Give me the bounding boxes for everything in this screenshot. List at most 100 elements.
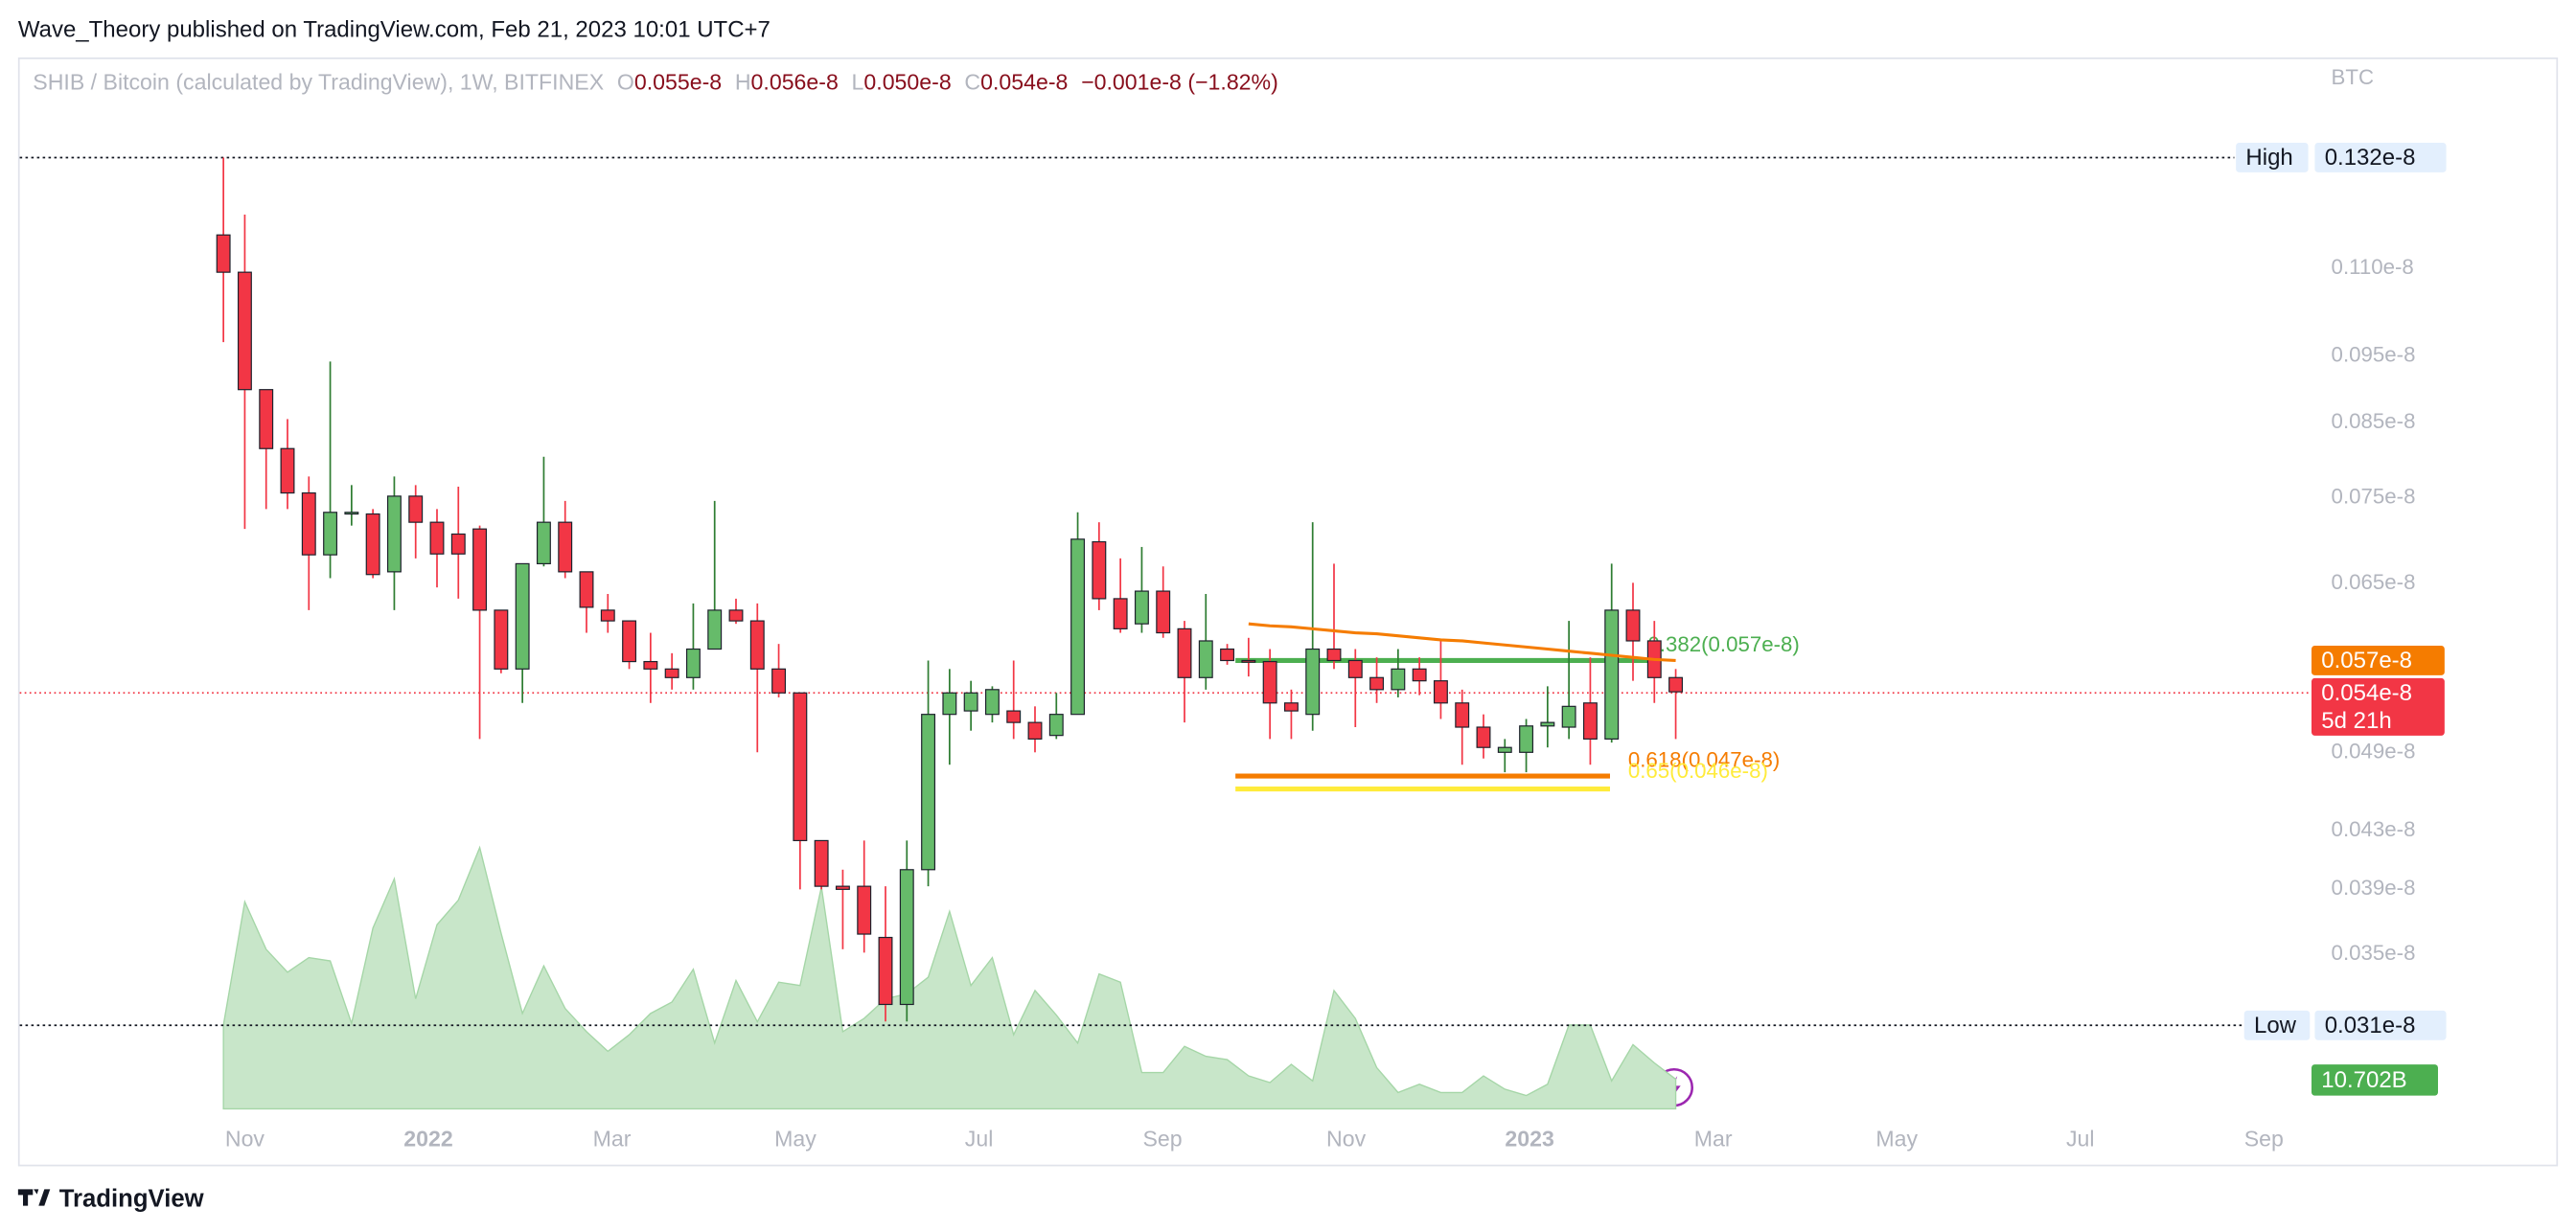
tv-logo [17, 1189, 51, 1206]
candle-body [1177, 627, 1192, 678]
chart-frame [17, 57, 2559, 1167]
high-name: High [2245, 145, 2292, 171]
candle-body [1476, 726, 1491, 748]
legend-value: 0.054e-8 [980, 70, 1068, 95]
volume-badge: 10.702B [2321, 1067, 2406, 1093]
x-tick-label: 2023 [1505, 1126, 1554, 1151]
candle-body [536, 521, 551, 565]
candle-body [1283, 702, 1299, 712]
y-tick-label: 0.043e-8 [2332, 817, 2416, 841]
legend: SHIB / Bitcoin (calculated by TradingVie… [33, 70, 1278, 95]
x-tick-label: Jul [2066, 1126, 2095, 1151]
candle-body [1198, 640, 1213, 678]
countdown: 5d 21h [2321, 708, 2391, 734]
candle-body [878, 936, 893, 1006]
candle-body [643, 660, 658, 670]
y-tick-label: 0.049e-8 [2332, 740, 2416, 764]
y-tick-label: 0.095e-8 [2332, 343, 2416, 367]
candle-body [323, 512, 338, 556]
candle-body [793, 692, 808, 842]
candle-body [386, 495, 402, 573]
candle-body [1326, 648, 1342, 662]
candle-body [1455, 702, 1470, 728]
candle-body [450, 533, 466, 555]
candle-body [749, 620, 765, 670]
candle-body [921, 714, 936, 871]
candle-body [216, 234, 231, 273]
candle-body [1070, 538, 1086, 716]
legend-value: 0.056e-8 [751, 70, 839, 95]
candle-body [1347, 659, 1363, 678]
candle-body [429, 521, 445, 555]
legend-key: L [852, 70, 864, 95]
candle-body [1391, 668, 1406, 691]
x-tick-label: May [1875, 1126, 1918, 1151]
y-tick-label: 0.035e-8 [2332, 941, 2416, 965]
last-price: 0.054e-8 [2321, 680, 2412, 706]
candle-body [835, 885, 850, 890]
volume-badge-bg [2312, 1064, 2438, 1096]
x-tick-label: Nov [225, 1126, 265, 1151]
legend-value: 0.055e-8 [634, 70, 722, 95]
y-tick-label: 0.085e-8 [2332, 409, 2416, 433]
x-tick-label: Mar [1694, 1126, 1733, 1151]
legend-value: 0.050e-8 [863, 70, 951, 95]
candle-body [1540, 721, 1555, 727]
candle-body [1048, 714, 1064, 737]
candle-body [472, 528, 488, 611]
candle-body [1497, 746, 1512, 753]
x-tick-label: 2022 [403, 1126, 452, 1151]
candle-body [857, 885, 872, 935]
low-value-bg [2314, 1010, 2447, 1040]
y-tick-label: 0.065e-8 [2332, 570, 2416, 594]
volume-area [222, 845, 1677, 1110]
fib-label: 0.382(0.057e-8) [1647, 632, 1799, 656]
candle-body [494, 609, 509, 670]
candle-body [771, 668, 787, 694]
y-tick-label: 0.039e-8 [2332, 876, 2416, 900]
candle-body [1625, 609, 1641, 642]
high-name-bg [2236, 143, 2309, 172]
x-tick-label: Nov [1326, 1126, 1367, 1151]
y-tick-label: 0.075e-8 [2332, 484, 2416, 508]
candle-body [1668, 676, 1684, 693]
candle-body [1305, 648, 1321, 716]
candle-body [1092, 540, 1107, 600]
candle-body [515, 562, 530, 670]
ma-value-bg [2312, 646, 2445, 675]
candle-body [558, 521, 573, 573]
candle-body [1027, 721, 1043, 740]
candle-body [1134, 590, 1149, 625]
brand: TradingView [59, 1186, 205, 1213]
candle-body [728, 609, 744, 622]
candle-body [1156, 590, 1171, 634]
candle-body [1582, 702, 1598, 740]
candle-body [1113, 598, 1128, 629]
x-tick-label: May [774, 1126, 816, 1151]
candle-body [600, 609, 615, 622]
candle-body [344, 512, 359, 515]
candle-body [579, 571, 594, 608]
low-value: 0.031e-8 [2325, 1013, 2416, 1038]
candle-body [622, 620, 637, 663]
candle-body [259, 389, 274, 449]
candle-body [984, 689, 1000, 716]
low-name: Low [2254, 1013, 2297, 1038]
candle-body [1519, 725, 1534, 753]
moving-average [1248, 622, 1676, 663]
x-tick-label: Jul [965, 1126, 994, 1151]
candle-body [365, 513, 380, 576]
candle-body [1369, 676, 1385, 691]
candle-body [1262, 660, 1277, 704]
fib-label: 0.65(0.046e-8) [1628, 759, 1768, 783]
x-tick-label: Sep [2244, 1126, 2284, 1151]
x-tick-label: Sep [1143, 1126, 1183, 1151]
candle-body [664, 668, 679, 678]
candle-body [1433, 680, 1448, 704]
candle-body [1604, 609, 1620, 740]
high-value: 0.132e-8 [2325, 145, 2416, 171]
candle-body [237, 271, 252, 391]
candle-body [707, 609, 723, 650]
